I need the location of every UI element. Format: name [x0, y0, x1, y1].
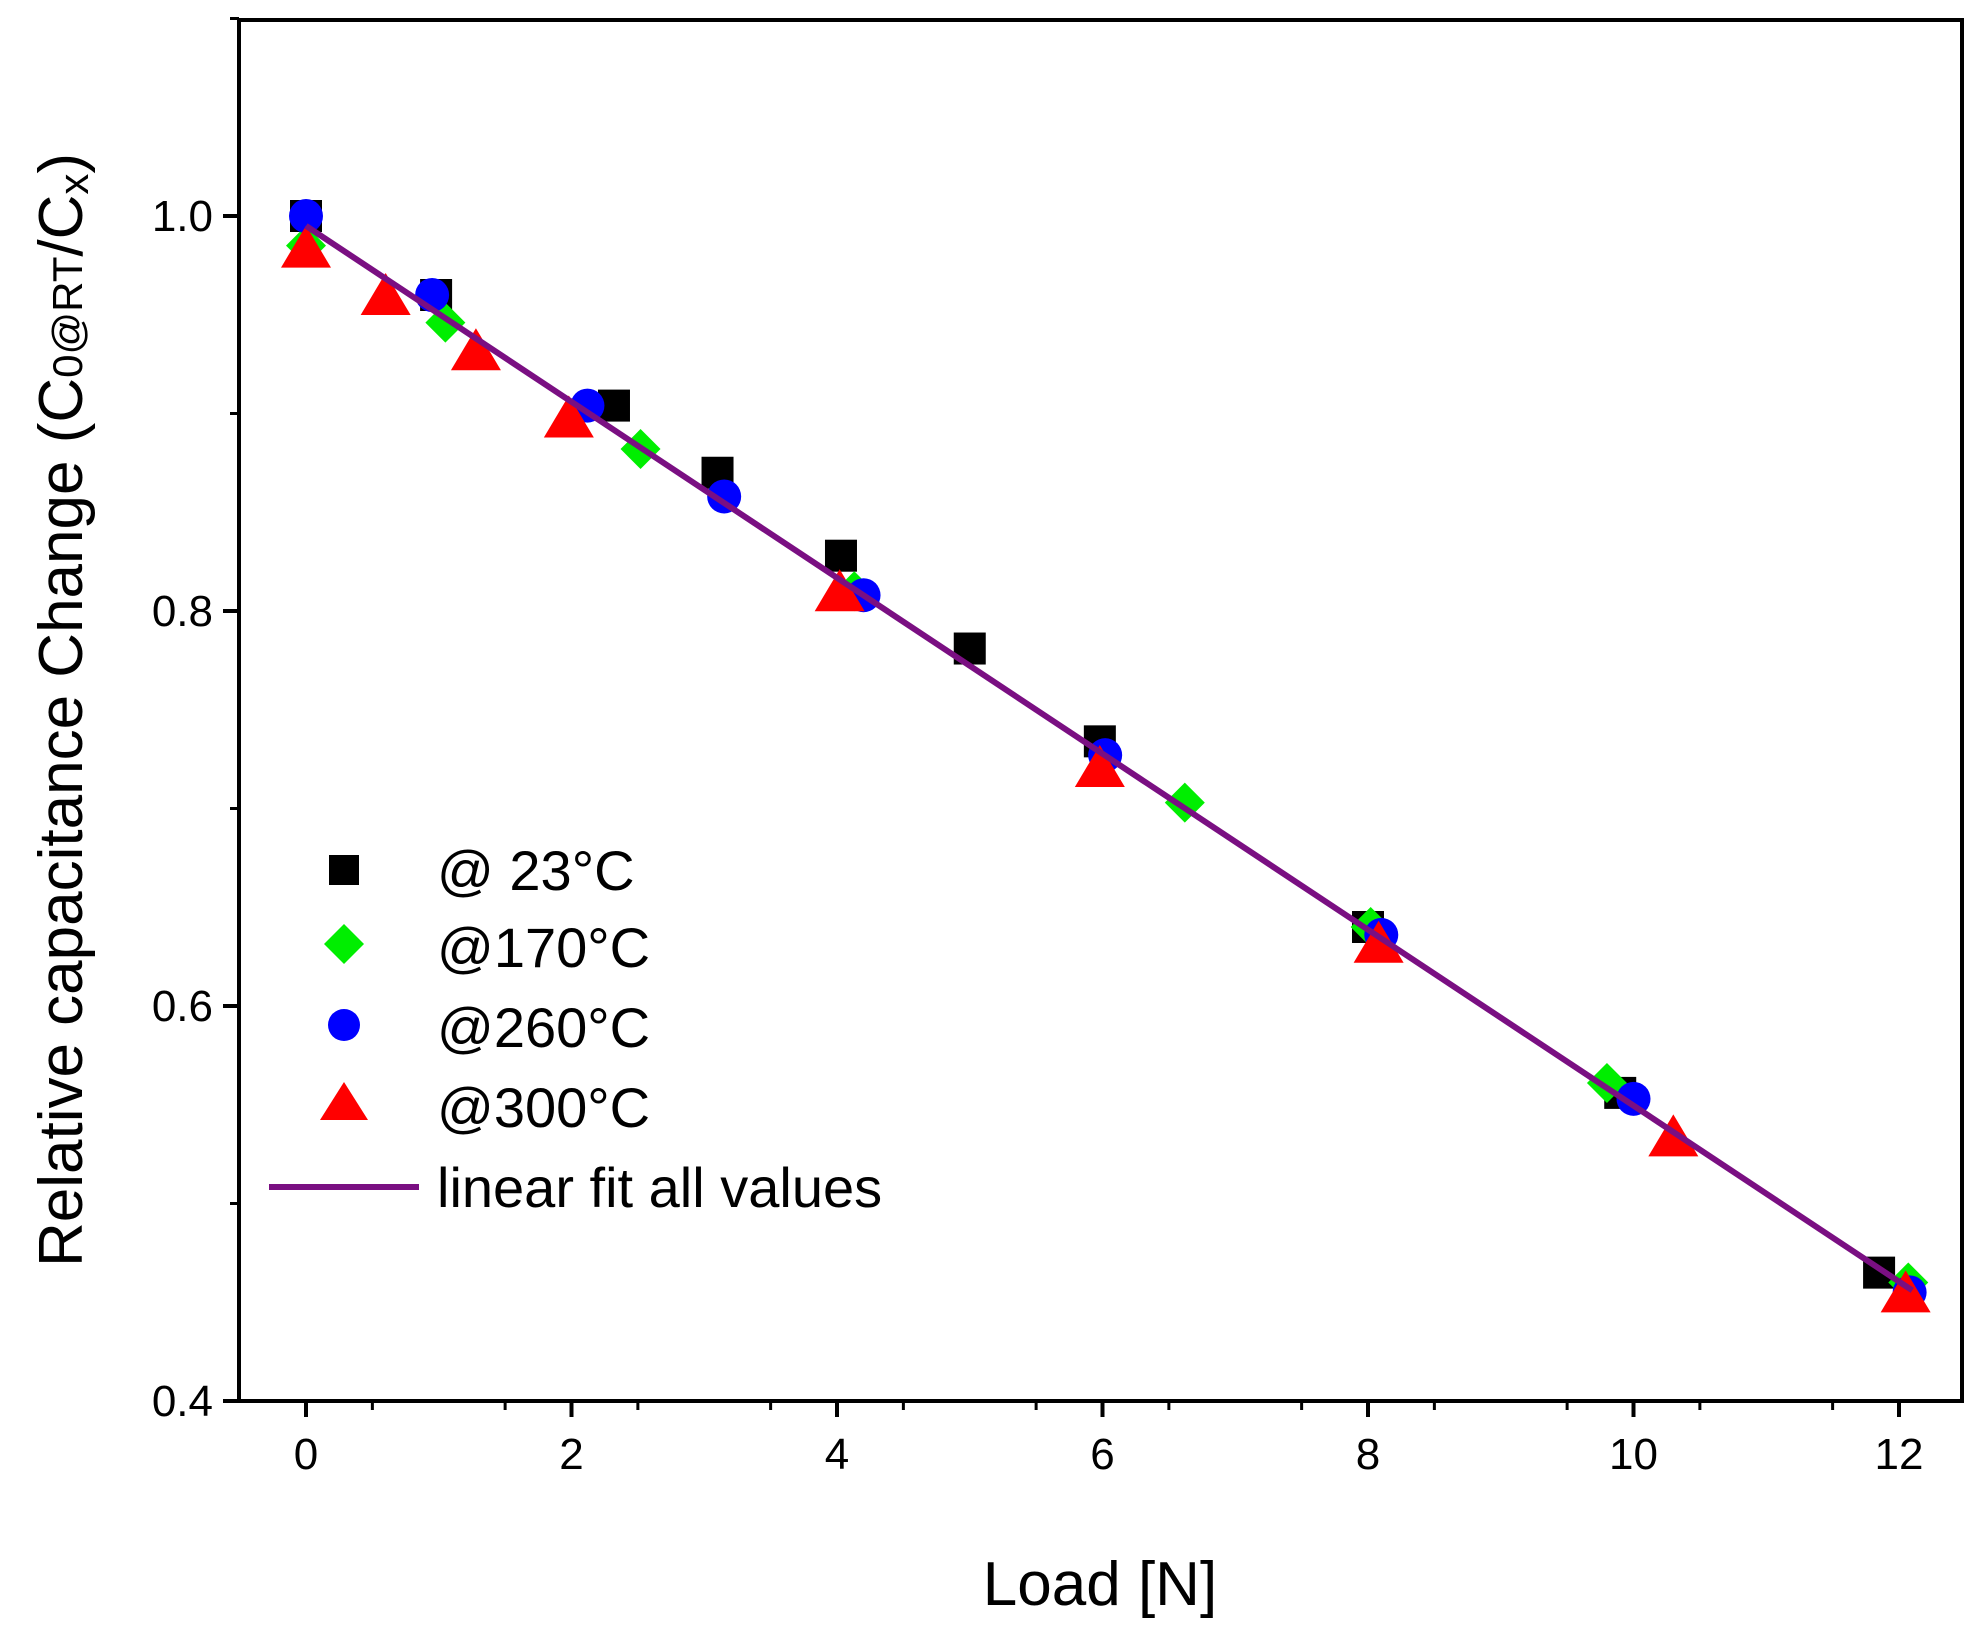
data-point-300c: [1353, 920, 1404, 963]
data-point-300c: [814, 569, 865, 612]
y-axis-title-sub2: x: [50, 174, 97, 195]
legend-entry-260c: @260°C: [328, 996, 650, 1059]
data-point-300c: [360, 273, 411, 315]
legend-marker-square: [329, 855, 359, 885]
data-point-260c: [289, 199, 323, 233]
x-axis-title: Load [N]: [983, 1550, 1217, 1619]
legend-label-170c: @170°C: [437, 916, 650, 979]
y-axis-title-end: ): [27, 153, 96, 174]
legend-label-23c: @ 23°C: [437, 839, 635, 902]
y-tick-label: 1.0: [152, 192, 213, 241]
data-point-260c: [707, 479, 742, 514]
data-point-300c: [450, 328, 501, 371]
x-tick-label: 6: [1090, 1430, 1114, 1479]
y-axis-title-sub1: 0@RT: [44, 257, 91, 378]
x-tick-label: 0: [294, 1430, 318, 1479]
x-tick-label: 8: [1356, 1430, 1380, 1479]
data-point-300c: [1074, 745, 1125, 788]
legend: @ 23°C @170°C @260°C @300°C linear fit a…: [269, 839, 882, 1219]
legend-marker-diamond: [324, 924, 364, 964]
y-tick-label: 0.8: [152, 587, 213, 636]
y-tick-label: 0.6: [152, 982, 213, 1031]
data-point-23c: [824, 539, 857, 572]
x-tick-label: 12: [1875, 1430, 1924, 1479]
legend-label-260c: @260°C: [437, 996, 650, 1059]
legend-label-fit: linear fit all values: [437, 1156, 882, 1219]
data-point-300c: [1880, 1270, 1931, 1313]
axis-layer: 0 2 4 6 8 10 12 0.4 0.6 0.8 1.0: [152, 17, 1924, 1479]
legend-entry-23c: @ 23°C: [329, 839, 635, 902]
data-point-300c: [543, 395, 594, 438]
y-tick-label: 0.4: [152, 1377, 213, 1426]
x-tick-label: 2: [559, 1430, 583, 1479]
legend-entry-fit: linear fit all values: [269, 1156, 882, 1219]
data-point-300c: [281, 225, 331, 268]
legend-marker-circle: [328, 1009, 360, 1041]
y-axis-title-mid: /C: [27, 195, 96, 257]
legend-marker-triangle: [320, 1082, 368, 1120]
fit-layer: [304, 223, 1914, 1293]
linear-fit-line: [304, 223, 1914, 1293]
x-tick-label: 10: [1609, 1430, 1658, 1479]
legend-entry-170c: @170°C: [324, 916, 650, 979]
y-axis-title: Relative capacitance Change (C0@RT/Cx): [27, 153, 97, 1267]
x-tick-label: 4: [825, 1430, 849, 1479]
legend-entry-300c: @300°C: [320, 1076, 650, 1139]
data-point-260c: [1616, 1081, 1651, 1116]
legend-label-300c: @300°C: [437, 1076, 650, 1139]
y-axis-title-main: Relative capacitance Change (C: [27, 378, 96, 1267]
